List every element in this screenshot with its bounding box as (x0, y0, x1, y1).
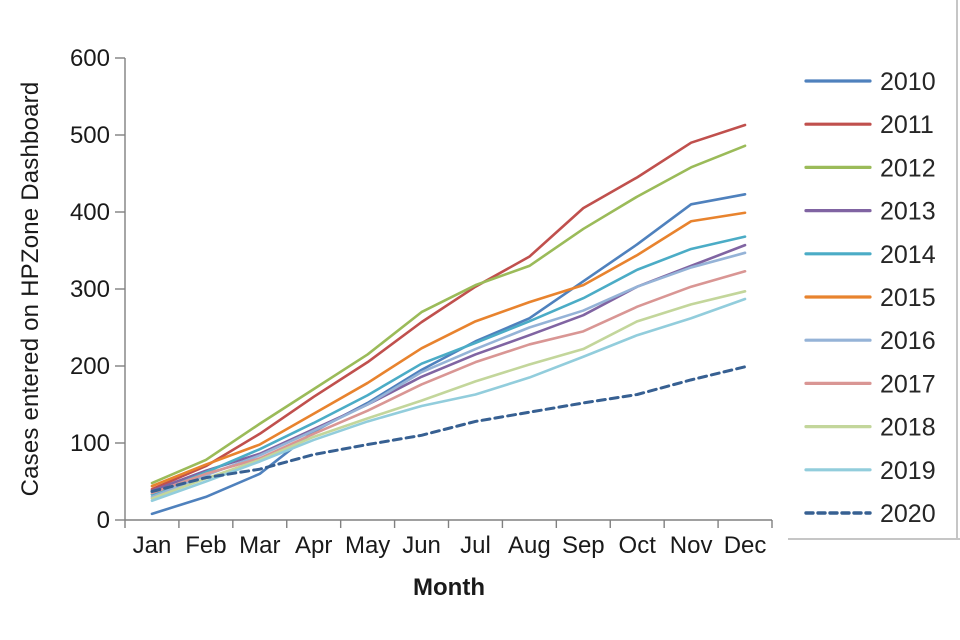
x-tick-label: Apr (295, 532, 332, 559)
legend-label-2018: 2018 (880, 414, 936, 442)
legend-label-2010: 2010 (880, 68, 936, 96)
x-tick-label: Jun (402, 532, 441, 559)
window-bottom-edge (788, 538, 960, 540)
x-tick-label: Nov (670, 532, 713, 559)
series-line-2020 (150, 365, 747, 494)
x-tick-label: Aug (508, 532, 551, 559)
y-tick-label: 100 (70, 430, 110, 457)
series-line-2017 (150, 269, 747, 495)
y-tick-label: 0 (97, 507, 110, 534)
y-tick-label: 500 (70, 122, 110, 149)
x-tick-label: May (345, 532, 390, 559)
x-tick-label: Sep (562, 532, 605, 559)
series-line-2010 (150, 192, 747, 516)
y-tick-label: 200 (70, 353, 110, 380)
window-right-edge (956, 0, 958, 540)
legend-label-2016: 2016 (880, 327, 936, 355)
series-line-2018 (150, 290, 747, 500)
legend-label-2015: 2015 (880, 284, 936, 312)
y-axis-title: Cases entered on HPZone Dashboard (17, 81, 44, 497)
series-line-2015 (150, 211, 747, 488)
series-line-2011 (150, 123, 747, 491)
legend-label-2011: 2011 (880, 111, 934, 139)
legend-label-2017: 2017 (880, 370, 936, 398)
x-tick-label: Mar (239, 532, 280, 559)
series-line-2013 (150, 243, 747, 493)
legend-label-2013: 2013 (880, 198, 936, 226)
series-line-2016 (150, 251, 747, 499)
x-tick-label: Jul (460, 532, 491, 559)
y-tick-label: 400 (70, 199, 110, 226)
series-line-2012 (150, 144, 747, 485)
y-tick-label: 600 (70, 45, 110, 72)
x-tick-label: Jan (133, 532, 172, 559)
y-tick-label: 300 (70, 276, 110, 303)
x-tick-label: Feb (185, 532, 226, 559)
legend-label-2012: 2012 (880, 154, 936, 182)
series-line-2014 (150, 235, 747, 496)
series-line-2019 (150, 297, 747, 503)
x-tick-label: Dec (724, 532, 767, 559)
legend-label-2019: 2019 (880, 457, 936, 485)
x-tick-label: Oct (619, 532, 657, 559)
legend-label-2014: 2014 (880, 241, 936, 269)
x-axis-title: Month (413, 574, 485, 601)
legend-label-2020: 2020 (880, 500, 936, 528)
